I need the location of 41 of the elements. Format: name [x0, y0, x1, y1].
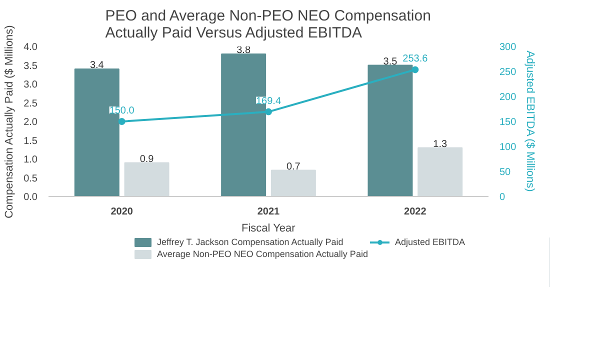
legend-label: Adjusted EBITDA: [394, 237, 465, 247]
bar: [124, 162, 170, 196]
y-tick-label: 1.5: [24, 136, 38, 147]
y2-tick-label: 50: [500, 167, 512, 178]
bar: [270, 170, 316, 196]
y-tick-label: 3.5: [24, 60, 38, 72]
point: [118, 118, 126, 125]
x-tick-label: 2022: [404, 206, 427, 218]
y-tick-label: 2.0: [24, 117, 38, 128]
y-tick-label: 4.0: [24, 42, 38, 53]
y-tick-label: 2.5: [24, 98, 38, 110]
data-label: 169.4: [256, 96, 282, 107]
data-label: 3.4: [90, 60, 104, 71]
y-tick-label: 3.0: [24, 80, 38, 90]
bar: [418, 147, 463, 196]
y-tick-label: 0.0: [24, 192, 38, 203]
data-label: 253.6: [402, 54, 428, 65]
y2-tick-label: 250: [500, 67, 517, 78]
data-label: 0.7: [286, 161, 301, 172]
y2-tick-label: 200: [500, 92, 517, 103]
chart-title: PEO and Average Non-PEO NEO Compensation Actually Paid Versus Adjusted EBITDA: [105, 8, 431, 42]
point: [265, 108, 272, 116]
y2-tick-label: 100: [500, 142, 517, 153]
data-label: 0.9: [140, 154, 154, 165]
data-label: 150.0: [109, 106, 135, 116]
y2-tick-label: 300: [500, 42, 517, 53]
y2-tick-label: 0: [500, 192, 506, 203]
point: [412, 66, 419, 74]
y2-axis-title: Adjusted EBITDA ($ Millions): [524, 50, 536, 192]
x-axis-title: Fiscal Year: [241, 222, 296, 234]
x-tick-label: 2021: [257, 206, 280, 218]
x-tick-label: 2020: [110, 206, 134, 218]
y-axis-title: Compensation Actually Paid ($ Millions): [4, 25, 16, 218]
data-label: 3.5: [383, 56, 398, 68]
bar: [368, 64, 413, 196]
legend-label: Jeffrey T. Jackson Compensation Actually Paid: [157, 237, 344, 247]
data-label: 1.3: [433, 138, 448, 150]
y-tick-label: 1.0: [24, 154, 38, 166]
legend-label: Average Non-PEO NEO Compensation Actually Paid: [157, 249, 368, 259]
y2-tick-label: 150: [500, 117, 517, 128]
y-tick-label: 0.5: [24, 173, 38, 184]
